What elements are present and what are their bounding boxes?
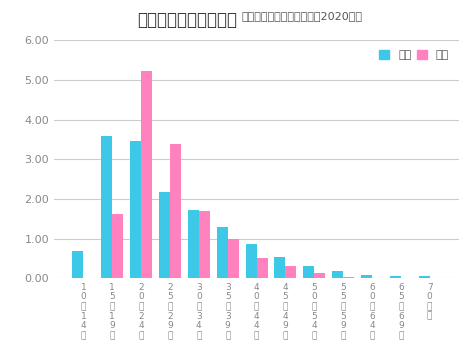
Bar (332, 271, 343, 278)
Bar (188, 210, 199, 278)
Legend: 男性, 女性: 男性, 女性 (375, 46, 454, 65)
Bar (170, 144, 181, 278)
Bar (228, 240, 239, 278)
Bar (159, 192, 170, 278)
Bar (343, 277, 354, 278)
Bar (256, 258, 267, 278)
Bar (285, 267, 296, 278)
Bar (141, 71, 152, 278)
Bar (390, 276, 401, 278)
Bar (246, 244, 256, 278)
Text: 性器クラミジア感染症: 性器クラミジア感染症 (137, 11, 237, 29)
Bar (112, 214, 123, 278)
Bar (217, 227, 228, 278)
Bar (361, 275, 372, 278)
Text: （定点あたり年齢階級別・2020年）: （定点あたり年齢階級別・2020年） (242, 11, 363, 21)
Bar (303, 266, 314, 278)
Bar (101, 136, 112, 278)
Bar (130, 141, 141, 278)
Bar (73, 251, 83, 278)
Bar (274, 257, 285, 278)
Bar (314, 273, 325, 278)
Bar (419, 276, 429, 278)
Bar (199, 211, 210, 278)
